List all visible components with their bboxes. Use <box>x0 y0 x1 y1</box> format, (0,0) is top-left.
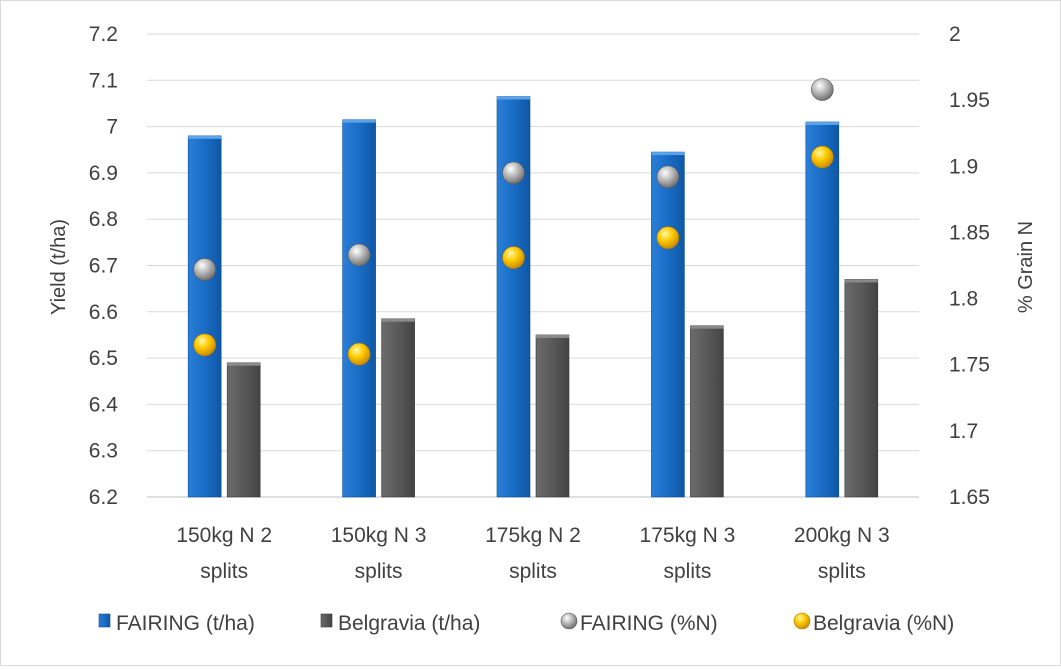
category-label: splits <box>818 560 866 583</box>
bar-cap <box>342 119 376 123</box>
gridlines <box>147 33 919 498</box>
bar-belgravia <box>535 334 570 498</box>
left-tick-label: 6.9 <box>89 162 118 185</box>
legend-swatch <box>320 613 333 628</box>
category-axis: 150kg N 2 splits 150kg N 3 splits 175kg N 2 s… <box>176 524 889 583</box>
bar-cap <box>381 318 415 322</box>
right-tick-label: 1.65 <box>949 486 990 509</box>
bar-series <box>187 96 879 498</box>
marker-belgravia-n <box>810 145 834 169</box>
bar-cap <box>497 96 530 100</box>
right-tick-label: 1.75 <box>949 354 990 377</box>
marker-belgravia-n <box>656 226 680 250</box>
marker-belgravia-n <box>502 246 525 269</box>
left-axis-title: Yield (t/ha) <box>48 219 70 315</box>
legend-swatch <box>98 613 111 628</box>
category-label: 150kg N 2 <box>176 524 272 547</box>
left-tick-label: 6.8 <box>89 208 118 231</box>
legend-item: Belgravia (%N) <box>793 612 954 635</box>
left-tick-label: 6.2 <box>89 486 118 509</box>
right-axis: 1.65 1.7 1.75 1.8 1.85 1.9 1.95 2 <box>949 23 990 509</box>
bar-cap <box>227 362 261 366</box>
category-label: splits <box>509 560 557 583</box>
category-label: splits <box>200 560 248 583</box>
left-tick-label: 6.7 <box>89 255 118 278</box>
bar-fairing <box>342 119 376 498</box>
left-tick-label: 6.5 <box>89 347 118 370</box>
marker-fairing-n <box>810 78 834 101</box>
marker-fairing-n <box>347 243 371 267</box>
legend-item: Belgravia (t/ha) <box>320 612 480 635</box>
category-label: 150kg N 3 <box>331 524 427 547</box>
bar-fairing <box>651 151 685 498</box>
bar-belgravia <box>844 279 879 498</box>
left-tick-label: 7 <box>106 116 118 139</box>
category-label: 200kg N 3 <box>794 524 890 547</box>
legend-label: FAIRING (t/ha) <box>116 612 255 635</box>
bar-cap <box>536 334 569 338</box>
category-label: splits <box>663 560 711 583</box>
bar-cap <box>805 121 839 125</box>
category-label: 175kg N 3 <box>640 524 736 547</box>
marker-fairing-n <box>193 258 216 281</box>
right-tick-label: 1.7 <box>949 420 978 443</box>
right-tick-label: 1.95 <box>949 89 990 112</box>
category-label: splits <box>355 560 403 583</box>
marker-fairing-n <box>656 165 680 189</box>
left-tick-label: 6.4 <box>89 393 119 416</box>
legend-item: FAIRING (t/ha) <box>98 612 255 635</box>
right-tick-label: 1.85 <box>949 221 990 244</box>
legend-label: Belgravia (%N) <box>813 612 954 635</box>
legend-swatch <box>560 612 578 630</box>
marker-fairing-n <box>502 161 525 185</box>
bar-fairing <box>187 135 222 498</box>
legend-swatch <box>793 612 811 630</box>
bar-cap <box>188 135 222 139</box>
left-tick-label: 6.3 <box>89 440 118 463</box>
legend-label: FAIRING (%N) <box>580 612 718 635</box>
left-axis: 6.2 6.3 6.4 6.5 6.6 6.7 6.8 6.9 7 7.1 7.2 <box>89 23 119 509</box>
marker-belgravia-n <box>347 342 371 366</box>
left-tick-label: 7.2 <box>89 23 118 46</box>
bar-cap <box>844 279 878 283</box>
right-tick-label: 1.9 <box>949 155 978 178</box>
bar-belgravia <box>381 318 415 498</box>
left-tick-label: 7.1 <box>89 69 118 92</box>
right-tick-label: 1.8 <box>949 288 978 311</box>
bar-fairing <box>805 121 840 498</box>
marker-series <box>193 78 834 366</box>
bar-cap <box>690 325 724 329</box>
legend: FAIRING (t/ha) Belgravia (t/ha) FAIRING (%… <box>98 612 954 635</box>
legend-label: Belgravia (t/ha) <box>338 612 480 635</box>
marker-belgravia-n <box>193 333 216 357</box>
bar-cap <box>651 152 685 156</box>
bar-fairing <box>496 96 531 498</box>
legend-item: FAIRING (%N) <box>560 612 718 635</box>
left-tick-label: 6.6 <box>89 301 118 324</box>
bar-belgravia <box>226 362 261 498</box>
category-label: 175kg N 2 <box>485 524 581 547</box>
bar-belgravia <box>690 325 724 498</box>
right-tick-label: 2 <box>949 23 961 46</box>
right-axis-title: % Grain N <box>1015 221 1037 313</box>
